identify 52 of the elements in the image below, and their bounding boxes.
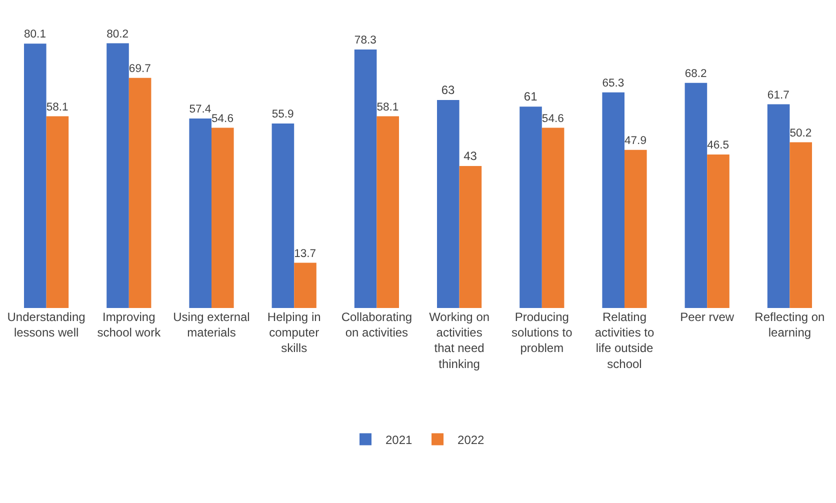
x-tick-label: Reflecting on learning: [754, 310, 825, 340]
data-label: 80.2: [106, 28, 129, 40]
bar: [272, 123, 294, 308]
bar: [189, 118, 212, 308]
x-tick-label: Helping in computer skills: [267, 310, 321, 356]
bar: [790, 142, 812, 308]
bar: [459, 166, 482, 308]
data-label: 65.3: [602, 78, 624, 90]
data-label: 61.7: [767, 89, 790, 102]
x-tick-label: Using external materials: [173, 310, 250, 340]
data-label: 61: [524, 90, 538, 104]
data-label: 54.6: [212, 112, 234, 125]
bar: [624, 150, 647, 308]
data-label: 80.1: [24, 28, 46, 41]
x-tick-label: Peer rvew: [680, 310, 734, 324]
data-label: 54.6: [542, 112, 564, 125]
data-label: 78.3: [354, 34, 376, 47]
data-label: 43: [464, 149, 478, 164]
legend-label: 2021: [386, 432, 413, 447]
data-label: 68.2: [684, 68, 707, 80]
bar: [684, 82, 708, 308]
data-label: 63: [441, 83, 455, 98]
bar: [542, 128, 564, 308]
bar: [24, 44, 46, 308]
x-tick-label: Understanding lessons well: [7, 310, 86, 340]
bar: [212, 128, 234, 308]
bar: [767, 104, 790, 308]
data-label: 58.1: [46, 101, 68, 114]
data-label: 69.7: [128, 63, 151, 76]
bar: [602, 92, 624, 308]
x-tick-label: Improving school work: [97, 310, 162, 340]
x-tick-label: Relating activities to life outside school: [594, 310, 654, 371]
bar: [106, 43, 129, 308]
bar: [46, 116, 69, 308]
x-tick-label: Collaborating on activities: [341, 310, 412, 340]
bar: [437, 100, 460, 308]
bar: [376, 116, 399, 308]
bar: [520, 106, 542, 308]
bar: [354, 50, 377, 308]
data-label: 13.7: [294, 248, 316, 260]
x-tick-label: Producing solutions to problem: [512, 310, 573, 356]
data-label: 47.9: [624, 135, 646, 148]
bar: [128, 78, 152, 308]
x-tick-label: Working on activities that need thinking: [429, 310, 490, 371]
data-label: 57.4: [189, 104, 212, 116]
legend-label: 2022: [458, 432, 485, 447]
data-label: 50.2: [790, 127, 812, 140]
data-label: 46.5: [707, 140, 730, 152]
bar: [294, 262, 316, 308]
data-label: 58.1: [376, 101, 399, 114]
data-label: 55.9: [272, 108, 294, 121]
bar: [707, 154, 730, 308]
